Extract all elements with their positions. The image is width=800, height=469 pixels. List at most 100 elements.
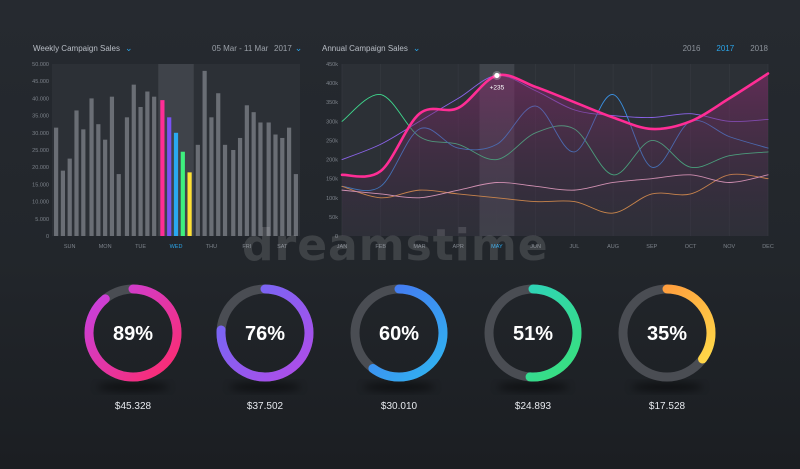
bar	[187, 172, 192, 236]
bar	[109, 96, 115, 237]
donut-percent: 51%	[513, 323, 553, 345]
x-tick-label: SAT	[277, 244, 288, 250]
y-tick-label: 30.000	[32, 131, 49, 137]
donut-amount: $37.502	[246, 401, 284, 412]
y-tick-label: 400k	[326, 81, 338, 87]
y-tick-label: 200k	[326, 158, 338, 164]
weekly-date-range: 05 Mar - 11 Mar	[212, 44, 269, 53]
bar	[167, 117, 172, 236]
x-tick-label: FRI	[242, 244, 251, 250]
x-tick-label: MAR	[413, 244, 425, 250]
donut-arc	[618, 284, 716, 382]
donut-chart: 76%	[215, 283, 315, 397]
y-tick-label: 450k	[326, 62, 338, 68]
x-tick-label: JUL	[569, 244, 579, 250]
bar	[237, 137, 243, 236]
bar	[266, 122, 271, 236]
bar	[273, 134, 278, 236]
weekly-year-label: 2017	[274, 44, 292, 53]
x-tick-label: NOV	[723, 244, 735, 250]
donut-percent: 35%	[647, 323, 687, 345]
y-tick-label: 45.000	[32, 79, 49, 85]
y-tick-label: 0	[46, 234, 49, 240]
bar	[103, 139, 108, 236]
weekly-bar-chart: 0 5.000 10.000 15.000 20.000 25.000 30.000 35.0…	[32, 62, 300, 250]
chevron-down-icon: ⌄	[125, 43, 133, 53]
donut-amount: $45.328	[114, 401, 152, 412]
donut-shadow	[229, 383, 301, 391]
y-tick-label: 250k	[326, 138, 338, 144]
x-tick-label: FEB	[375, 244, 386, 250]
x-tick-label: TUE	[135, 244, 146, 250]
bar	[145, 91, 150, 236]
donut-chart: 35%	[617, 283, 717, 397]
bar	[124, 117, 130, 236]
bar	[160, 100, 165, 236]
x-tick-label: JAN	[337, 244, 347, 250]
series-line	[340, 72, 770, 178]
donut-arc	[84, 284, 182, 382]
weekly-title[interactable]: Weekly Campaign Sales ⌄	[33, 43, 133, 54]
x-tick-label: SUN	[64, 244, 76, 250]
y-tick-label: 35.000	[32, 114, 49, 120]
donut-percent: 76%	[245, 323, 285, 345]
y-tick-label: 5.000	[35, 217, 49, 223]
y-tick-label: 40.000	[32, 96, 49, 102]
bar	[96, 124, 101, 236]
bar	[138, 107, 143, 236]
year-tab[interactable]: 2017	[716, 44, 735, 53]
bar	[116, 174, 121, 236]
bar	[258, 122, 263, 236]
x-tick-label: MON	[99, 244, 112, 250]
donut-chart: 89%	[83, 283, 183, 397]
y-tick-label: 20.000	[32, 165, 49, 171]
donut-chart: 60%	[349, 283, 449, 397]
y-tick-label: 150k	[326, 177, 338, 183]
year-tab[interactable]: 2018	[750, 44, 768, 53]
bar	[131, 84, 136, 236]
bar	[280, 137, 285, 236]
chevron-down-icon: ⌄	[294, 43, 303, 53]
donut-arc	[484, 284, 582, 382]
bar	[180, 151, 185, 236]
y-tick-label: 50k	[329, 215, 338, 221]
donut-shadow	[497, 383, 569, 391]
bar	[293, 174, 298, 236]
bar	[216, 93, 221, 236]
y-tick-label: 50.000	[32, 62, 49, 68]
donut-arc	[216, 284, 314, 382]
x-tick-label: JUN	[530, 244, 541, 250]
bar	[89, 98, 94, 237]
y-tick-label: 100k	[326, 196, 338, 202]
y-tick-label: 350k	[326, 100, 338, 106]
x-tick-label: SEP	[646, 244, 657, 250]
bar	[251, 112, 256, 236]
chevron-down-icon: ⌄	[412, 43, 421, 53]
x-tick-label: AUG	[607, 244, 619, 250]
annual-title-label: Annual Campaign Sales	[322, 44, 408, 53]
donut-shadow	[97, 383, 169, 391]
annual-line-chart: 0 50k 100k 150k 200k 250k 300k 350k 400k 450k +235…	[326, 62, 774, 250]
year-tab[interactable]: 2016	[682, 44, 701, 53]
x-tick-label: APR	[453, 244, 464, 250]
annual-title[interactable]: Annual Campaign Sales ⌄	[322, 43, 421, 54]
x-tick-label: WED	[170, 244, 183, 250]
data-point	[494, 72, 500, 79]
donut-amount: $24.893	[514, 401, 552, 412]
donut-amount: $30.010	[380, 401, 418, 412]
y-tick-label: 0	[335, 234, 338, 240]
y-tick-label: 300k	[326, 119, 338, 125]
donut-percent: 89%	[113, 323, 153, 345]
bar	[60, 170, 66, 236]
bar	[54, 127, 59, 236]
weekly-title-label: Weekly Campaign Sales	[33, 44, 121, 53]
bar	[244, 105, 249, 236]
bar	[231, 150, 236, 236]
bar	[152, 96, 157, 237]
donut-shadow	[363, 383, 435, 391]
y-tick-label: 10.000	[32, 200, 49, 206]
x-tick-label: DEC	[762, 244, 774, 250]
bar	[173, 132, 179, 236]
weekly-year-select[interactable]: 2017 ⌄	[274, 43, 303, 54]
bar	[202, 70, 207, 236]
